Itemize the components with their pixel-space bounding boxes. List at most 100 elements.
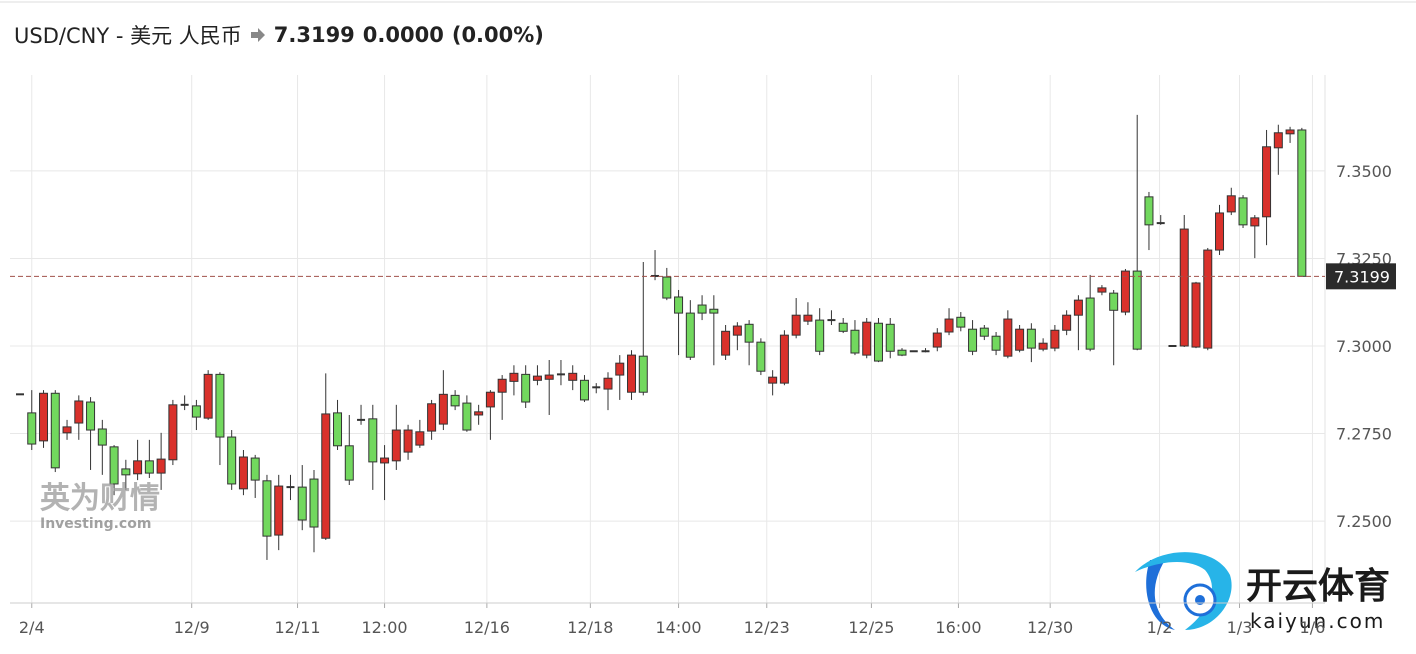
candle-body bbox=[756, 341, 766, 372]
candle-body bbox=[897, 349, 907, 356]
candle-body bbox=[1015, 328, 1025, 351]
candle-body bbox=[1297, 129, 1307, 277]
candle-body bbox=[391, 429, 401, 462]
watermark: 开云体育 bbox=[1246, 566, 1390, 607]
candle-body bbox=[991, 335, 1001, 351]
candle-body bbox=[450, 394, 460, 407]
candle-body bbox=[944, 318, 954, 333]
candle-body bbox=[238, 456, 248, 490]
candle-body bbox=[191, 405, 201, 418]
watermark: Investing.com bbox=[40, 516, 151, 532]
candle-body bbox=[674, 296, 684, 314]
candle-body bbox=[203, 373, 213, 419]
candle-body bbox=[62, 426, 72, 434]
candle-body bbox=[638, 355, 648, 393]
candle-body bbox=[1097, 287, 1107, 293]
candle-body bbox=[721, 330, 731, 356]
candle-body bbox=[497, 378, 507, 393]
candle-body bbox=[968, 328, 978, 352]
candle-body bbox=[1085, 297, 1095, 350]
candle-body bbox=[1203, 249, 1213, 349]
candle-body bbox=[274, 485, 284, 536]
candle-body bbox=[1062, 314, 1072, 331]
x-tick-label: 12:00 bbox=[362, 618, 408, 637]
candle-body bbox=[732, 325, 742, 336]
candle-body bbox=[168, 404, 178, 461]
candle-body bbox=[956, 316, 966, 328]
candle-body bbox=[509, 372, 519, 382]
candle-body bbox=[1285, 129, 1295, 135]
candle-body bbox=[1003, 318, 1013, 357]
candle-body bbox=[121, 468, 131, 476]
change: 0.0000 bbox=[362, 23, 444, 47]
candle-body bbox=[779, 334, 789, 384]
candle-body bbox=[521, 373, 531, 403]
candle-body bbox=[215, 373, 225, 438]
candle-body bbox=[144, 460, 154, 474]
candle-body bbox=[838, 322, 848, 332]
candle-body bbox=[333, 412, 343, 447]
candle-body bbox=[156, 458, 166, 474]
y-tick-label: 7.3500 bbox=[1336, 162, 1392, 181]
watermark: kaiyun.com bbox=[1250, 609, 1385, 633]
candle-body bbox=[579, 379, 589, 401]
x-tick-label: 12/25 bbox=[848, 618, 894, 637]
candle-body bbox=[532, 375, 542, 381]
y-tick-label: 7.3000 bbox=[1336, 337, 1392, 356]
x-tick-label: 12/16 bbox=[464, 618, 510, 637]
candle-body bbox=[850, 329, 860, 354]
x-tick-label: 1/2 bbox=[1147, 618, 1173, 637]
candle-body bbox=[568, 372, 578, 381]
x-tick-label: 12/18 bbox=[567, 618, 613, 637]
x-tick-label: 12/30 bbox=[1027, 618, 1073, 637]
candle-body bbox=[1144, 196, 1154, 226]
candle-body bbox=[474, 411, 484, 416]
candle-body bbox=[1191, 282, 1201, 348]
candle-body bbox=[321, 413, 331, 539]
candle-body bbox=[1132, 270, 1142, 350]
change-pct: (0.00%) bbox=[451, 23, 544, 47]
candle-body bbox=[250, 457, 260, 481]
candle-body bbox=[1226, 195, 1236, 213]
candle-body bbox=[309, 478, 319, 528]
candle-body bbox=[709, 308, 719, 314]
x-tick-label: 1/3 bbox=[1227, 618, 1253, 637]
watermark: 英为财情 bbox=[40, 481, 160, 516]
candle-body bbox=[438, 393, 448, 425]
candle-body bbox=[262, 480, 272, 537]
candle-body bbox=[368, 418, 378, 463]
x-tick-label: 12/9 bbox=[174, 618, 210, 637]
header: USD/CNY - 美元 人民币 7.3199 0.0000 (0.00%) bbox=[14, 20, 544, 50]
candle-body bbox=[227, 436, 237, 485]
candle-body bbox=[768, 376, 778, 384]
logo-shape bbox=[1146, 560, 1175, 630]
kaiyun-logo bbox=[1135, 552, 1232, 630]
candle-body bbox=[415, 431, 425, 446]
candle-body bbox=[1073, 299, 1083, 316]
candle-body bbox=[815, 319, 825, 352]
candle-body bbox=[744, 323, 754, 343]
candle-body bbox=[1273, 132, 1283, 149]
candle-body bbox=[1215, 212, 1225, 251]
candle-body bbox=[662, 276, 672, 299]
candle-body bbox=[1038, 342, 1048, 350]
candle-body bbox=[297, 486, 307, 521]
candle-body bbox=[1026, 328, 1036, 349]
x-tick-label: 16:00 bbox=[935, 618, 981, 637]
title: USD/CNY - 美元 人民币 bbox=[14, 24, 242, 48]
candle-body bbox=[485, 391, 495, 408]
y-tick-label: 7.2500 bbox=[1336, 512, 1392, 531]
arrow-icon bbox=[250, 28, 265, 42]
candle-body bbox=[873, 322, 883, 362]
candle-body bbox=[803, 314, 813, 322]
last-price-box bbox=[1326, 263, 1396, 290]
candle-body bbox=[544, 374, 554, 380]
candle-body bbox=[685, 312, 695, 358]
candle-body bbox=[1120, 270, 1130, 313]
candle-body bbox=[403, 429, 413, 453]
candle-body bbox=[380, 457, 390, 464]
candle-body bbox=[791, 314, 801, 336]
